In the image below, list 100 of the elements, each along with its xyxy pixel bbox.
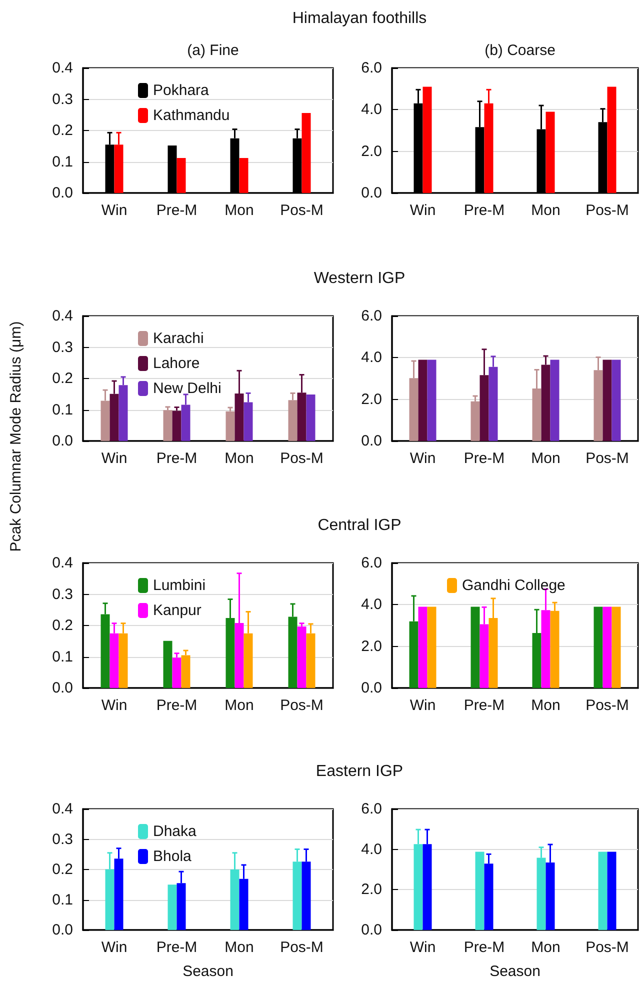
x-tick-label: Pos-M bbox=[586, 450, 629, 467]
y-tick-label: 0.3 bbox=[52, 586, 73, 603]
y-tick-label: 6.0 bbox=[361, 554, 382, 572]
legend-label: Gandhi College bbox=[462, 577, 566, 594]
bar bbox=[427, 606, 436, 688]
bar bbox=[239, 158, 248, 193]
y-tick-label: 6.0 bbox=[361, 800, 382, 818]
x-axis-title: Season bbox=[490, 963, 540, 980]
x-tick-label: Pre-M bbox=[156, 939, 198, 956]
y-tick-label: 0.1 bbox=[52, 648, 73, 666]
x-tick-label: Win bbox=[101, 697, 128, 714]
bar bbox=[163, 640, 172, 688]
x-tick-label: Mon bbox=[224, 697, 254, 714]
y-tick-label: 0.4 bbox=[52, 800, 73, 818]
x-tick-label: Win bbox=[410, 202, 436, 219]
y-tick-label: 2.0 bbox=[361, 638, 382, 655]
x-tick-label: Pos-M bbox=[280, 450, 324, 467]
y-tick-label: 4.0 bbox=[361, 101, 382, 118]
x-tick-label: Pos-M bbox=[586, 697, 629, 714]
chart-subtitle: (a) Fine bbox=[187, 42, 239, 59]
bar bbox=[550, 360, 560, 441]
x-tick-label: Win bbox=[101, 202, 128, 219]
y-tick-label: 6.0 bbox=[361, 60, 382, 76]
y-tick-label: 4.0 bbox=[361, 596, 382, 614]
bar bbox=[172, 410, 182, 441]
bar bbox=[168, 884, 177, 930]
chart-title: Himalayan foothills bbox=[291, 10, 428, 28]
y-tick-label: 2.0 bbox=[361, 142, 382, 160]
legend-label: Pokhara bbox=[153, 82, 210, 99]
y-tick-label: 2.0 bbox=[361, 881, 382, 898]
x-tick-label: Pos-M bbox=[586, 939, 629, 956]
x-tick-label: Mon bbox=[531, 202, 560, 219]
legend-label: Bhola bbox=[153, 848, 192, 865]
x-tick-label: Pos-M bbox=[280, 939, 324, 956]
y-tick-label: 0.3 bbox=[52, 90, 73, 108]
x-tick-label: Mon bbox=[224, 202, 254, 219]
y-tick-label: 0.0 bbox=[52, 922, 73, 938]
y-tick-label: 0.0 bbox=[52, 432, 73, 450]
legend-label: Dhaka bbox=[153, 823, 198, 840]
y-tick-label: 0.4 bbox=[52, 60, 73, 76]
bar bbox=[612, 606, 621, 688]
bar bbox=[226, 411, 235, 441]
legend-label: Kathmandu bbox=[153, 107, 230, 124]
x-tick-label: Pre-M bbox=[156, 202, 198, 219]
bar bbox=[418, 606, 428, 688]
x-tick-label: Mon bbox=[224, 939, 254, 956]
y-tick-label: 4.0 bbox=[361, 349, 382, 366]
bar bbox=[181, 655, 190, 688]
bar bbox=[602, 606, 612, 688]
x-tick-label: Pos-M bbox=[280, 697, 324, 714]
x-tick-label: Mon bbox=[224, 450, 254, 467]
bar bbox=[163, 410, 172, 441]
bar bbox=[475, 852, 484, 930]
x-tick-label: Pos-M bbox=[280, 202, 324, 219]
y-tick-label: 0.2 bbox=[52, 617, 73, 634]
y-tick-label: 0.0 bbox=[361, 184, 382, 202]
x-tick-label: Pre-M bbox=[464, 697, 505, 714]
bar bbox=[546, 112, 555, 193]
y-tick-label: 0.0 bbox=[361, 922, 382, 938]
bar bbox=[598, 852, 608, 930]
bar bbox=[470, 401, 480, 441]
y-tick-label: 0.3 bbox=[52, 338, 73, 356]
x-tick-label: Pre-M bbox=[464, 450, 505, 467]
x-tick-label: Win bbox=[410, 939, 436, 956]
chart-title: Eastern IGP bbox=[314, 763, 404, 781]
bar bbox=[302, 113, 311, 193]
x-tick-label: Mon bbox=[531, 939, 560, 956]
bar bbox=[470, 606, 480, 688]
y-tick-label: 0.2 bbox=[52, 122, 73, 139]
x-tick-label: Pre-M bbox=[156, 697, 198, 714]
y-tick-label: 0.1 bbox=[52, 153, 73, 170]
y-tick-label: 0.3 bbox=[52, 830, 73, 848]
y-tick-label: 0.0 bbox=[52, 184, 73, 202]
x-tick-label: Win bbox=[410, 450, 436, 467]
chart-title: Central IGP bbox=[318, 517, 402, 534]
x-tick-label: Win bbox=[101, 939, 128, 956]
y-axis-title: Pcak Columnar Mode Radius (μm) bbox=[8, 320, 25, 552]
y-tick-label: 6.0 bbox=[361, 308, 382, 324]
bar bbox=[427, 360, 436, 441]
x-tick-label: Mon bbox=[531, 450, 560, 467]
bar bbox=[172, 658, 182, 688]
y-tick-label: 0.0 bbox=[52, 680, 73, 696]
bar bbox=[607, 852, 616, 930]
y-tick-label: 0.1 bbox=[52, 401, 73, 418]
y-tick-label: 2.0 bbox=[361, 390, 382, 408]
y-tick-label: 0.1 bbox=[52, 891, 73, 908]
legend-label: Kanpur bbox=[153, 602, 202, 619]
x-tick-label: Pre-M bbox=[464, 939, 505, 956]
bar bbox=[422, 86, 432, 193]
y-tick-label: 0.4 bbox=[52, 554, 73, 572]
y-tick-label: 0.4 bbox=[52, 308, 73, 324]
legend-label: New Delhi bbox=[153, 380, 222, 397]
bar bbox=[176, 158, 186, 193]
bar bbox=[594, 606, 603, 688]
legend-label: Lahore bbox=[153, 355, 200, 372]
y-tick-label: 0.2 bbox=[52, 861, 73, 878]
x-tick-label: Pre-M bbox=[156, 450, 198, 467]
bar bbox=[418, 360, 428, 441]
y-tick-label: 0.2 bbox=[52, 370, 73, 387]
y-tick-label: 0.0 bbox=[361, 680, 382, 696]
